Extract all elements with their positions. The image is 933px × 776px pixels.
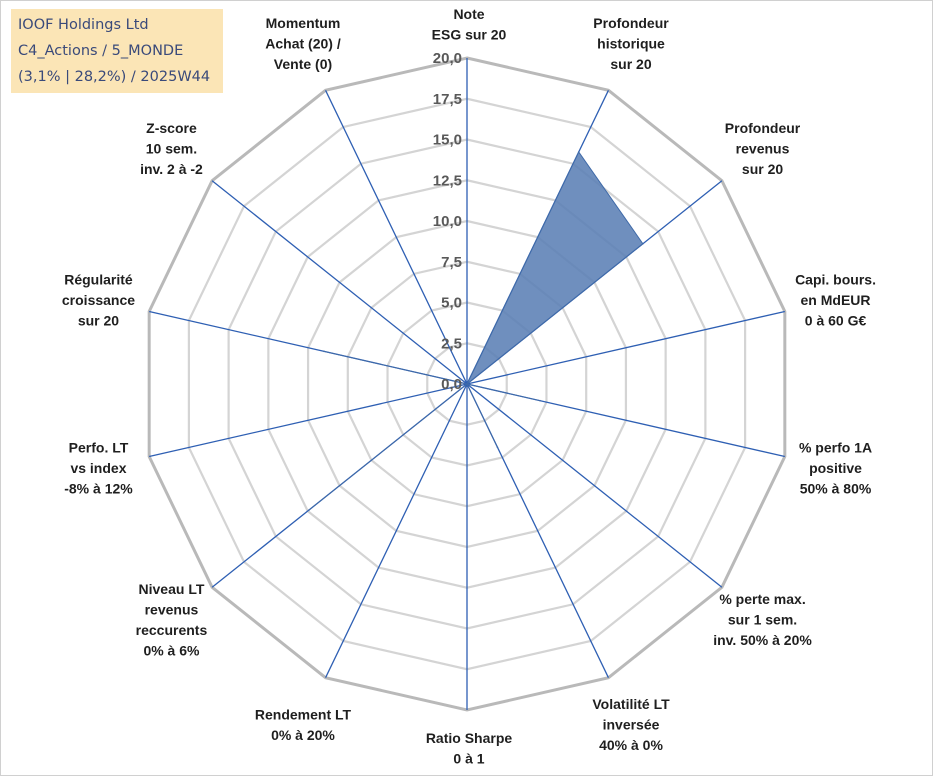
axis-label-line: 0 à 1 bbox=[453, 751, 484, 767]
axis-label-line: inversée bbox=[603, 717, 660, 733]
axis-label-line: revenus bbox=[145, 601, 199, 617]
chart-title-box: IOOF Holdings Ltd C4_Actions / 5_MONDE (… bbox=[11, 9, 223, 93]
axis-label: Profondeur revenus sur 20 bbox=[725, 120, 801, 177]
tick-label: 0,0 bbox=[441, 376, 462, 393]
axis-label-line: sur 20 bbox=[78, 312, 119, 328]
title-company: IOOF Holdings Ltd bbox=[18, 17, 149, 33]
axis-label-line: Perfo. LT bbox=[69, 440, 129, 456]
title-category: C4_Actions / 5_MONDE bbox=[18, 43, 184, 59]
axis-label-line: Vente (0) bbox=[274, 56, 332, 72]
data-point bbox=[466, 383, 468, 385]
tick-label: 10,0 bbox=[433, 213, 462, 230]
axis-label: Momentum Achat (20) / Vente (0) bbox=[265, 15, 341, 72]
axis-label: Capi. bours. en MdEUR 0 à 60 G€ bbox=[795, 271, 876, 328]
axis-spoke bbox=[324, 90, 468, 385]
axis-label-line: 40% à 0% bbox=[599, 737, 663, 753]
axis-label-line: Rendement LT bbox=[255, 706, 352, 722]
axis-label: Perfo. LT vs index -8% à 12% bbox=[64, 440, 133, 497]
axis-label-line: Régularité bbox=[64, 271, 133, 287]
axis-label-line: Profondeur bbox=[593, 15, 669, 31]
axis-label: Profondeur historique sur 20 bbox=[593, 15, 669, 72]
axis-label-line: inv. 50% à 20% bbox=[713, 632, 812, 648]
title-stats: (3,1% | 28,2%) / 2025W44 bbox=[18, 69, 211, 85]
axis-label-line: historique bbox=[597, 35, 665, 51]
tick-label: 12,5 bbox=[433, 172, 462, 189]
axis-label-line: Ratio Sharpe bbox=[426, 730, 513, 746]
axis-label-line: ESG sur 20 bbox=[432, 27, 507, 43]
axis-label-line: vs index bbox=[70, 460, 126, 476]
axis-label-line: revenus bbox=[736, 140, 790, 156]
axis-label-line: Note bbox=[453, 6, 484, 22]
axis-label: Note ESG sur 20 bbox=[432, 6, 507, 43]
axis-label-line: 10 sem. bbox=[146, 140, 197, 156]
axis-label-line: sur 20 bbox=[742, 161, 783, 177]
axis-label-line: Profondeur bbox=[725, 120, 801, 136]
axis-label-line: sur 20 bbox=[610, 56, 651, 72]
axis-label: % perte max. sur 1 sem. inv. 50% à 20% bbox=[713, 591, 812, 648]
axis-label-line: sur 1 sem. bbox=[728, 612, 797, 628]
axis-label-line: Volatilité LT bbox=[592, 696, 670, 712]
data-point bbox=[308, 509, 310, 511]
axis-label-line: -8% à 12% bbox=[64, 481, 133, 497]
axis-label-line: positive bbox=[809, 460, 862, 476]
tick-label: 20,0 bbox=[433, 50, 462, 67]
axis-label: Volatilité LT inversée 40% à 0% bbox=[592, 696, 670, 753]
tick-label: 5,0 bbox=[441, 295, 462, 312]
axis-label-line: Niveau LT bbox=[139, 581, 205, 597]
axis-label: Z-score 10 sem. inv. 2 à -2 bbox=[140, 120, 203, 177]
axis-label-line: Achat (20) / bbox=[265, 35, 341, 51]
axis-label: Rendement LT 0% à 20% bbox=[255, 706, 352, 743]
tick-label: 17,5 bbox=[433, 91, 462, 108]
axis-label: Niveau LT revenus reccurents 0% à 6% bbox=[136, 581, 208, 659]
data-point bbox=[496, 446, 499, 448]
tick-label: 2,5 bbox=[441, 335, 462, 352]
series-area bbox=[308, 150, 644, 511]
axis-label-line: 0% à 6% bbox=[143, 642, 200, 658]
axis-spoke bbox=[149, 383, 468, 458]
axis-label: % perfo 1A positive 50% à 80% bbox=[799, 440, 872, 497]
axis-label-line: reccurents bbox=[136, 622, 208, 638]
axis-label: Régularité croissance sur 20 bbox=[62, 271, 135, 328]
tick-label: 15,0 bbox=[433, 132, 462, 149]
axis-label-line: % perte max. bbox=[719, 591, 805, 607]
axis-label-line: Momentum bbox=[266, 15, 341, 31]
axis-spoke bbox=[466, 310, 785, 385]
axis-label-line: Z-score bbox=[146, 120, 197, 136]
data-point bbox=[577, 151, 580, 153]
axis-label-line: % perfo 1A bbox=[799, 440, 872, 456]
axis-label-line: Capi. bours. bbox=[795, 271, 876, 287]
axis-label-line: 0 à 60 G€ bbox=[805, 312, 867, 328]
tick-label: 7,5 bbox=[441, 254, 462, 271]
data-point bbox=[539, 399, 541, 402]
axis-label-line: croissance bbox=[62, 292, 135, 308]
axis-label: Ratio Sharpe 0 à 1 bbox=[426, 730, 513, 767]
axis-spoke bbox=[466, 383, 723, 588]
axis-label-line: inv. 2 à -2 bbox=[140, 161, 203, 177]
data-point bbox=[323, 350, 325, 353]
axis-label-line: 50% à 80% bbox=[800, 481, 872, 497]
axis-spoke bbox=[324, 383, 468, 678]
axis-spoke bbox=[211, 180, 468, 385]
axis-label-line: en MdEUR bbox=[801, 292, 871, 308]
data-point bbox=[642, 242, 644, 245]
axis-label-line: 0% à 20% bbox=[271, 727, 335, 743]
